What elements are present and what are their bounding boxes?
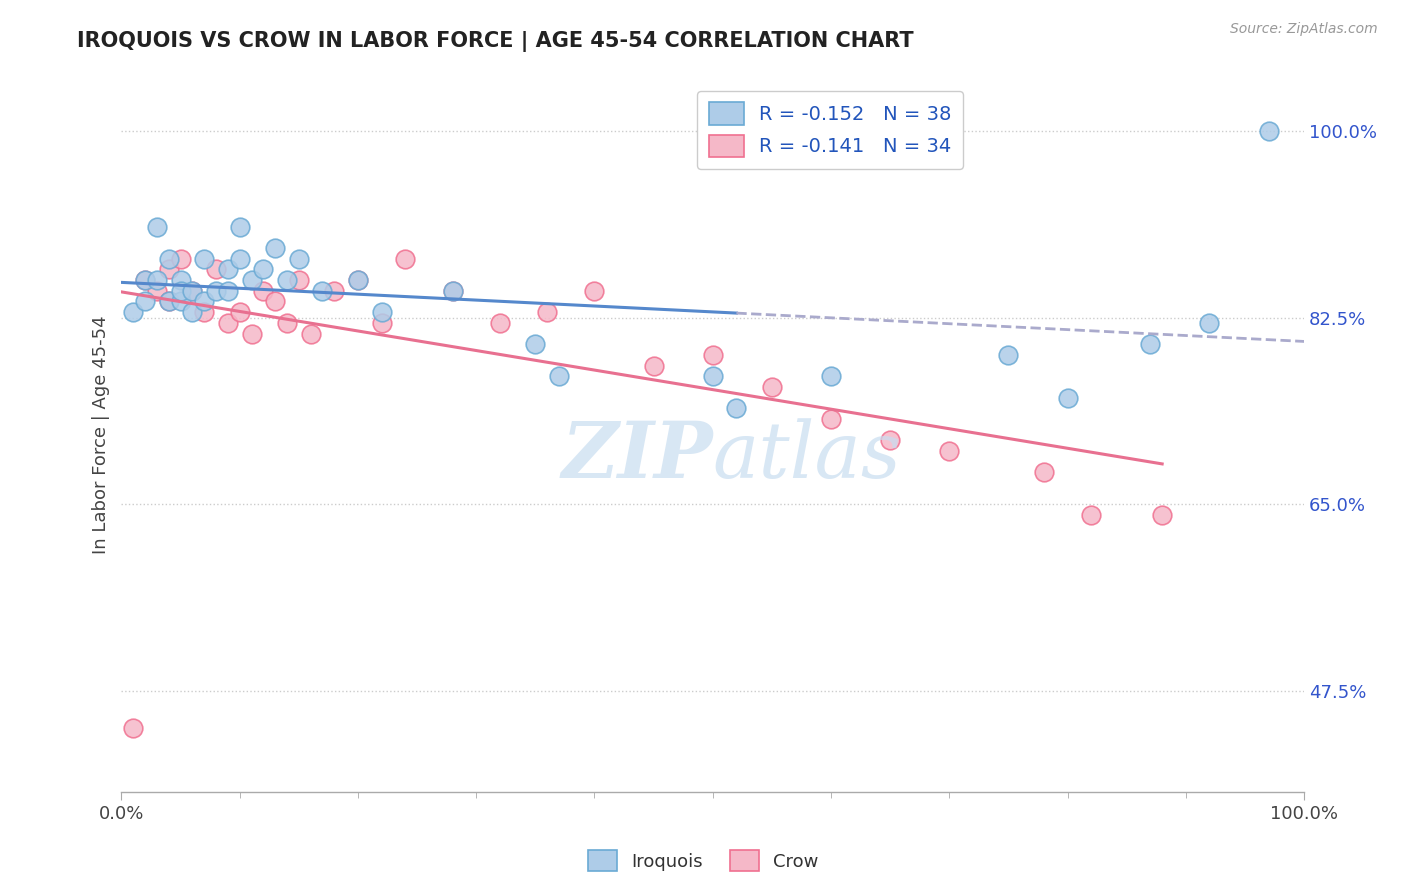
Point — [489, 316, 512, 330]
Point — [879, 433, 901, 447]
Point — [1032, 465, 1054, 479]
Point — [524, 337, 547, 351]
Point — [217, 316, 239, 330]
Point — [1080, 508, 1102, 522]
Point — [193, 294, 215, 309]
Point — [217, 262, 239, 277]
Point — [702, 348, 724, 362]
Point — [938, 443, 960, 458]
Point — [181, 305, 204, 319]
Point — [217, 284, 239, 298]
Point — [169, 284, 191, 298]
Point — [122, 721, 145, 735]
Legend: R = -0.152   N = 38, R = -0.141   N = 34: R = -0.152 N = 38, R = -0.141 N = 34 — [697, 91, 963, 169]
Legend: Iroquois, Crow: Iroquois, Crow — [581, 843, 825, 879]
Point — [820, 412, 842, 426]
Point — [157, 294, 180, 309]
Point — [276, 316, 298, 330]
Point — [264, 241, 287, 255]
Y-axis label: In Labor Force | Age 45-54: In Labor Force | Age 45-54 — [93, 316, 110, 554]
Point — [134, 273, 156, 287]
Point — [288, 273, 311, 287]
Point — [1257, 124, 1279, 138]
Point — [205, 284, 228, 298]
Point — [228, 305, 250, 319]
Point — [1152, 508, 1174, 522]
Point — [1198, 316, 1220, 330]
Text: atlas: atlas — [713, 418, 901, 494]
Point — [122, 305, 145, 319]
Point — [205, 262, 228, 277]
Point — [252, 284, 274, 298]
Point — [169, 273, 191, 287]
Point — [169, 252, 191, 266]
Text: Source: ZipAtlas.com: Source: ZipAtlas.com — [1230, 22, 1378, 37]
Point — [228, 219, 250, 234]
Point — [997, 348, 1019, 362]
Point — [240, 326, 263, 341]
Point — [264, 294, 287, 309]
Point — [702, 369, 724, 384]
Point — [820, 369, 842, 384]
Point — [548, 369, 571, 384]
Point — [146, 273, 169, 287]
Point — [370, 305, 392, 319]
Point — [761, 380, 783, 394]
Point — [299, 326, 322, 341]
Point — [394, 252, 416, 266]
Point — [181, 284, 204, 298]
Point — [146, 284, 169, 298]
Text: ZIP: ZIP — [561, 418, 713, 494]
Point — [323, 284, 346, 298]
Point — [252, 262, 274, 277]
Point — [157, 294, 180, 309]
Point — [441, 284, 464, 298]
Point — [157, 252, 180, 266]
Point — [347, 273, 370, 287]
Point — [1056, 391, 1078, 405]
Point — [311, 284, 333, 298]
Point — [228, 252, 250, 266]
Point — [347, 273, 370, 287]
Point — [181, 284, 204, 298]
Point — [240, 273, 263, 287]
Text: IROQUOIS VS CROW IN LABOR FORCE | AGE 45-54 CORRELATION CHART: IROQUOIS VS CROW IN LABOR FORCE | AGE 45… — [77, 31, 914, 53]
Point — [725, 401, 748, 416]
Point — [1139, 337, 1161, 351]
Point — [193, 305, 215, 319]
Point — [276, 273, 298, 287]
Point — [169, 294, 191, 309]
Point — [288, 252, 311, 266]
Point — [134, 294, 156, 309]
Point — [583, 284, 606, 298]
Point — [441, 284, 464, 298]
Point — [134, 273, 156, 287]
Point — [157, 262, 180, 277]
Point — [643, 359, 665, 373]
Point — [193, 252, 215, 266]
Point — [536, 305, 558, 319]
Point — [370, 316, 392, 330]
Point — [146, 219, 169, 234]
